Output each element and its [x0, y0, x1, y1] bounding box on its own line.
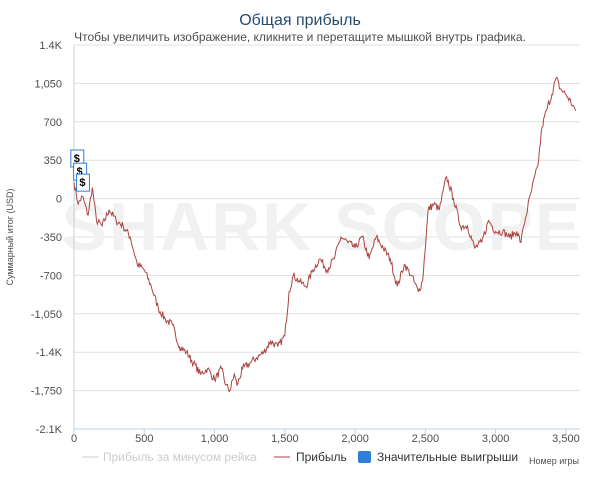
series-layer	[73, 76, 577, 393]
x-axis: 0 500 1,000 1,500 2,000 2,500 3,000 3,500	[71, 428, 580, 445]
y-tick-label: 350	[44, 155, 62, 167]
y-tick-label: -350	[40, 232, 62, 244]
x-tick-label: 500	[135, 433, 153, 445]
big-win-flag-label: $	[74, 153, 80, 165]
x-axis-label: Номер игры	[529, 456, 579, 466]
big-win-flag-box	[75, 173, 90, 192]
big-win-flag[interactable]: $	[75, 173, 90, 192]
y-tick-label: -1,750	[31, 386, 62, 398]
big-win-flag-label: $	[77, 166, 83, 178]
legend-label-profit: Прибыль	[296, 450, 347, 464]
big-wins-layer: $$$	[70, 149, 90, 192]
y-tick-label: 700	[44, 117, 62, 129]
y-tick-label: 1,050	[34, 78, 62, 90]
legend-item-profit[interactable]: Прибыль	[274, 450, 347, 464]
series-line-profit[interactable]	[73, 76, 577, 393]
y-axis: 1.4K 1,050 700 350 0 -350 -700 -1,050 -1.4K -1,75…	[31, 40, 75, 436]
x-tick-label: 0	[71, 433, 77, 445]
y-tick-label: -700	[40, 270, 62, 282]
watermark-text: SHARK SCOPE	[62, 189, 583, 265]
big-win-flag-label: $	[79, 177, 85, 189]
x-tick-label: 3,000	[482, 433, 510, 445]
chart-subtitle: Чтобы увеличить изображение, кликните и …	[74, 30, 526, 44]
legend-item-big-wins[interactable]: Значительные выигрыши	[358, 450, 518, 464]
y-tick-label: -1,050	[31, 309, 62, 321]
legend-square-big-wins	[358, 451, 371, 463]
y-tick-label: 1.4K	[39, 40, 62, 52]
legend-label-big-wins: Значительные выигрыши	[377, 450, 518, 464]
legend: Прибыль за минусом рейка Прибыль Значите…	[82, 450, 518, 464]
legend-item-net-profit[interactable]: Прибыль за минусом рейка	[82, 450, 257, 464]
y-tick-label: 0	[56, 194, 62, 206]
y-tick-label: -1.4K	[36, 347, 63, 359]
legend-label-net-profit: Прибыль за минусом рейка	[103, 450, 257, 464]
x-tick-label: 2,000	[341, 433, 369, 445]
x-tick-label: 1,000	[201, 433, 229, 445]
x-tick-label: 2,500	[412, 433, 440, 445]
y-axis-label: Суммарный итог (USD)	[5, 188, 15, 285]
y-tick-label: -2.1K	[36, 424, 63, 436]
x-tick-label: 1,500	[271, 433, 299, 445]
x-tick-label: 3,500	[552, 433, 580, 445]
chart-title: Общая прибыль	[239, 12, 361, 29]
